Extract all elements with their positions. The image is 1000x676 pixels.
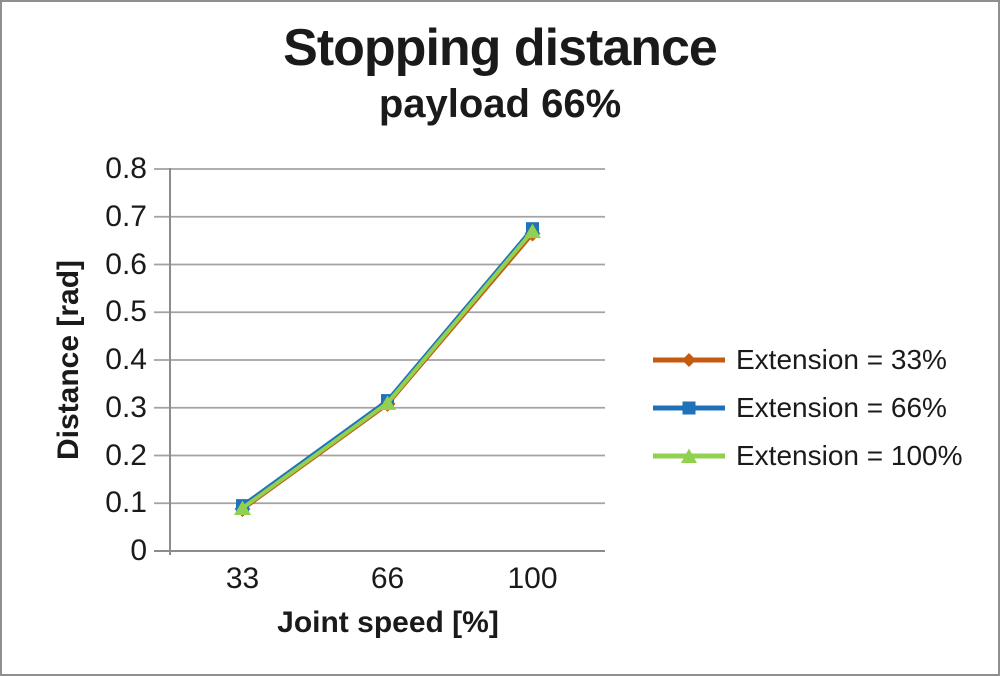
x-axis-title: Joint speed [%]: [277, 606, 499, 639]
y-axis-title: Distance [rad]: [52, 259, 85, 461]
series-marker-triangle-icon: [379, 395, 396, 410]
series-extension-33-: [234, 225, 541, 517]
y-axis-tick-label: 0.6: [105, 247, 147, 281]
y-axis-tick-label: 0.8: [105, 152, 147, 185]
x-axis-tick-label: 66: [370, 562, 405, 595]
y-axis-tick-label: 0.5: [105, 295, 147, 329]
y-axis-tick-label: 0.3: [105, 390, 147, 424]
y-axis-tick-label: 0.2: [105, 438, 147, 472]
x-axis-tick-label: 100: [507, 562, 558, 595]
y-axis-tick-label: 0.7: [105, 199, 147, 233]
y-axis-tick-label: 0: [130, 534, 147, 567]
series-extension-66-: [236, 222, 539, 513]
axes: [154, 168, 605, 555]
y-axis-tick-label: 0.1: [105, 486, 147, 520]
chart-subtitle: payload 66%: [378, 82, 622, 126]
series-extension-100-: [234, 223, 541, 516]
y-axis-tick-label: 0.4: [105, 343, 147, 376]
chart-title: Stopping distance: [283, 19, 718, 77]
gridlines: [154, 168, 605, 552]
series-marker-triangle-icon: [234, 500, 251, 516]
x-axis-tick-label: 33: [225, 562, 260, 595]
series-marker-triangle-icon: [524, 223, 541, 239]
